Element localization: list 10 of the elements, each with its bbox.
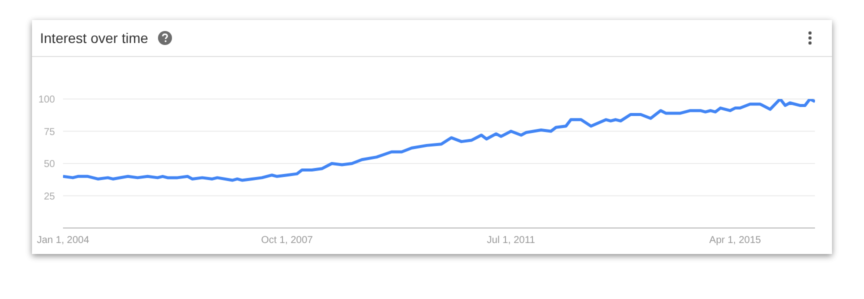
- y-tick-label: 25: [44, 191, 56, 202]
- line-series: [63, 99, 815, 182]
- y-tick-label: 75: [44, 126, 56, 138]
- x-tick-label: Jul 1, 2011: [486, 235, 536, 246]
- y-tick-label: 100: [38, 94, 56, 106]
- x-tick-label: Jan 1, 2004: [36, 235, 90, 246]
- chart-title: Interest over time: [40, 30, 148, 46]
- x-tick-label: Oct 1, 2007: [261, 235, 314, 246]
- x-tick-label: Apr 1, 2015: [709, 235, 762, 246]
- y-tick-label: 50: [44, 159, 56, 170]
